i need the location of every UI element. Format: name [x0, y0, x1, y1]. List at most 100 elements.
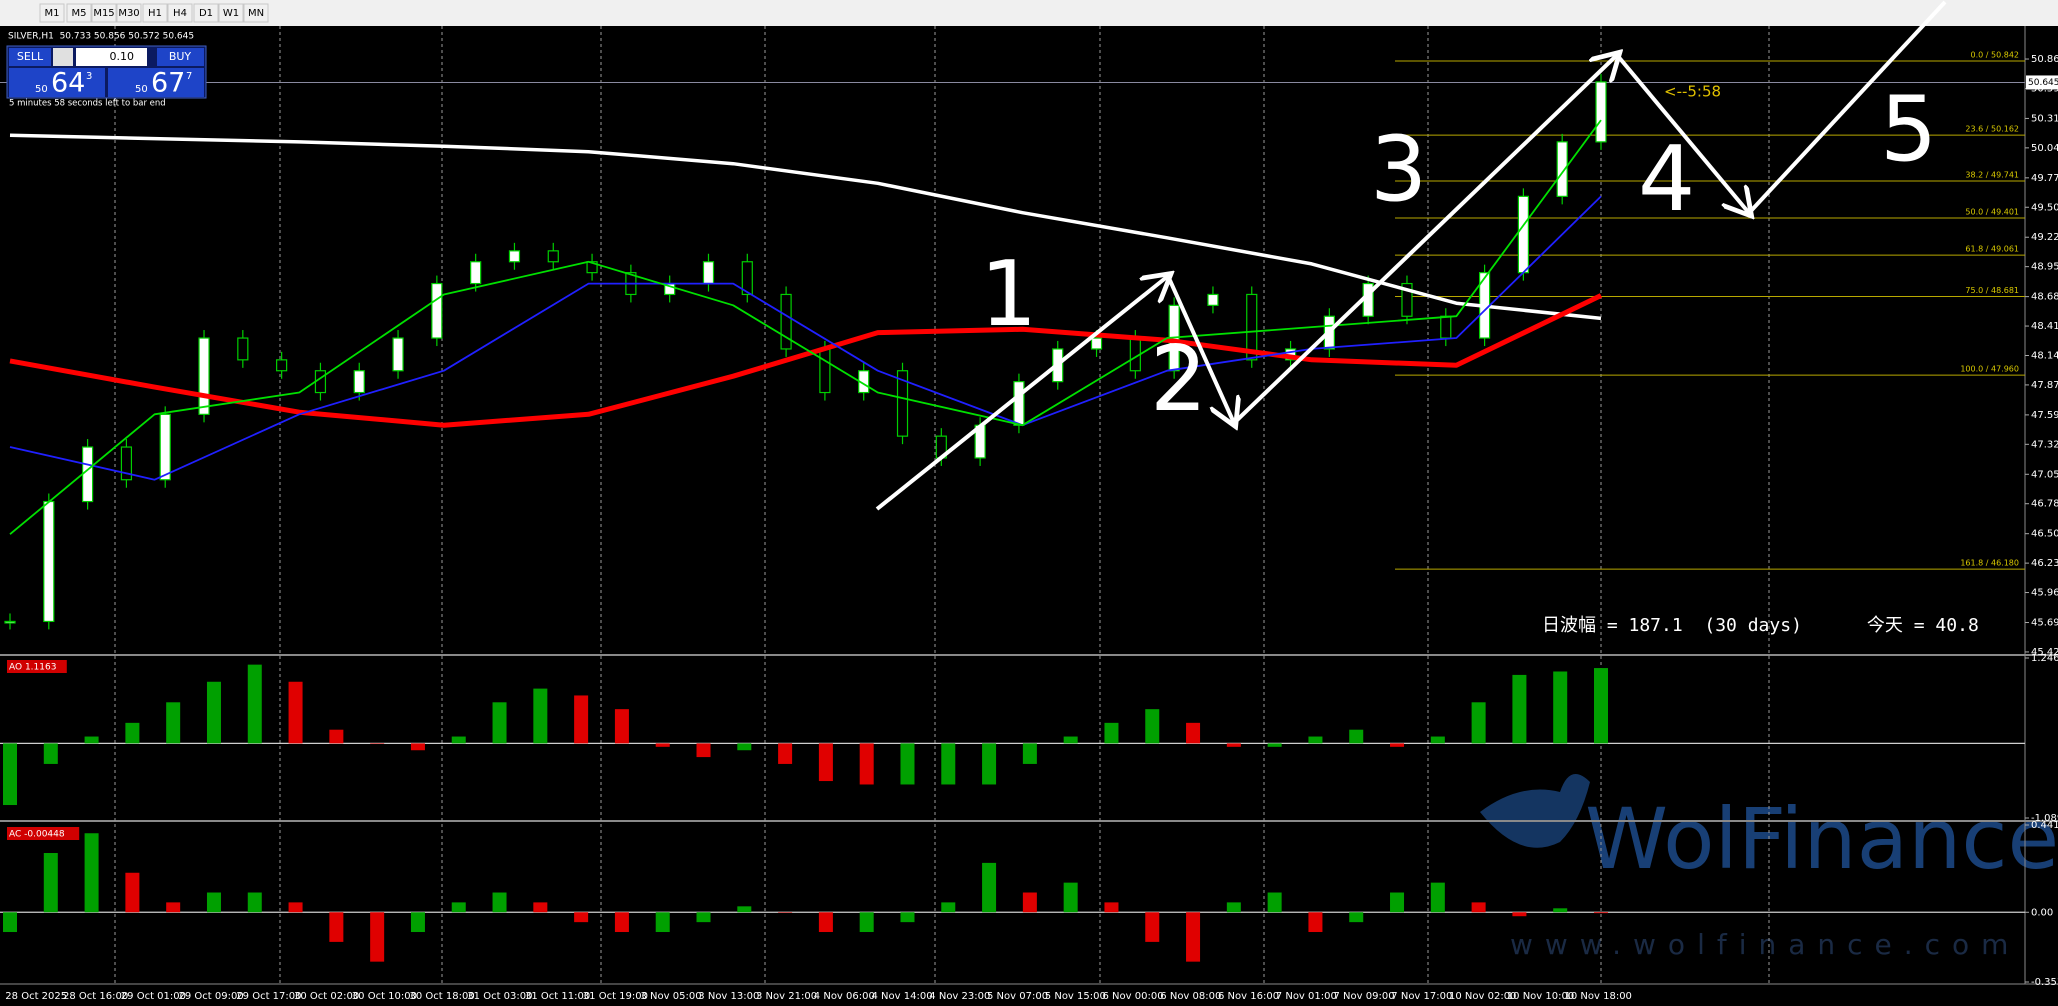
histogram-bar — [451, 736, 466, 744]
x-tick-label: 30 Oct 02:00 — [294, 991, 359, 1002]
candle — [1517, 195, 1529, 274]
histogram-bar — [125, 872, 140, 913]
bid-box[interactable] — [9, 68, 105, 97]
histogram-bar — [1104, 722, 1119, 744]
wave-arrow — [1166, 275, 1234, 423]
moving-average — [9, 293, 1603, 428]
wave-label: 3 — [1370, 117, 1427, 222]
y-tick-label: 49.225 — [2031, 232, 2058, 243]
wave-label: 4 — [1638, 127, 1695, 232]
fib-label: 0.0 / 50.842 — [1971, 50, 2020, 59]
timeframe-button[interactable] — [167, 3, 193, 23]
timeframe-button[interactable] — [66, 3, 92, 23]
x-tick-label: 30 Oct 10:00 — [352, 991, 417, 1002]
bid-sup: 3 — [86, 71, 92, 82]
watermark: WolFinance www.wolfinance.com — [1480, 774, 2058, 961]
histogram-bar — [1594, 668, 1608, 744]
x-tick-label: 3 Nov 13:00 — [698, 991, 759, 1002]
fib-label: 100.0 / 47.960 — [1960, 365, 2019, 374]
wave-arrow — [1232, 55, 1617, 425]
indicator-badge — [7, 660, 67, 673]
buy-button[interactable] — [157, 48, 204, 66]
x-tick-label: 31 Oct 19:00 — [583, 991, 648, 1002]
x-tick-label: 10 Nov 18:00 — [1565, 991, 1632, 1002]
y-tick-label: 50.045 — [2031, 143, 2058, 154]
histogram-bar — [900, 912, 915, 923]
x-tick-label: 29 Oct 17:00 — [236, 991, 301, 1002]
histogram-bar — [859, 743, 874, 785]
x-tick-label: 7 Nov 01:00 — [1276, 991, 1337, 1002]
current-price-badge — [2026, 75, 2058, 90]
histogram-bar — [370, 743, 385, 744]
lot-value: 0.10 — [110, 50, 135, 63]
histogram-bar — [1390, 743, 1405, 747]
lot-field[interactable] — [76, 48, 147, 66]
indicator-badge — [7, 827, 80, 840]
histogram-bar — [1553, 671, 1568, 744]
timeframe-button[interactable] — [193, 3, 219, 23]
histogram-bar — [410, 912, 425, 933]
histogram-bar — [696, 743, 711, 758]
candle — [4, 620, 16, 624]
timeframe-button[interactable] — [39, 3, 65, 23]
sell-label: SELL — [17, 50, 44, 63]
ask-box[interactable] — [108, 68, 204, 97]
candle — [237, 337, 249, 361]
histogram-bar — [410, 743, 425, 751]
histogram-bar — [533, 902, 548, 913]
y-tick-label: 46.505 — [2031, 529, 2058, 540]
histogram-bar — [329, 912, 344, 942]
sell-button[interactable] — [9, 48, 51, 66]
histogram-bar — [84, 736, 99, 744]
histogram-bar — [84, 833, 99, 913]
timeframe-button[interactable] — [142, 3, 168, 23]
histogram-bar — [1267, 892, 1282, 913]
histogram-bar — [492, 702, 507, 744]
x-tick-label: 6 Nov 00:00 — [1103, 991, 1164, 1002]
x-tick-label: 4 Nov 23:00 — [929, 991, 990, 1002]
histogram-bar — [574, 912, 589, 923]
candle — [431, 282, 443, 339]
x-tick-label: 7 Nov 17:00 — [1391, 991, 1452, 1002]
candle — [780, 293, 792, 350]
y-tick-label: 50.315 — [2031, 113, 2058, 124]
timeframe-button[interactable] — [218, 3, 244, 23]
histogram-bar — [1226, 902, 1241, 913]
candle — [1556, 141, 1568, 197]
y-tick-label: 46.780 — [2031, 499, 2058, 510]
histogram-bar — [1471, 902, 1486, 913]
histogram-bar — [614, 912, 629, 933]
x-tick-label: 31 Oct 11:00 — [525, 991, 590, 1002]
x-tick-label: 3 Nov 21:00 — [756, 991, 817, 1002]
timeframe-label: D1 — [199, 8, 213, 19]
x-tick-label: 28 Oct 2025 — [5, 991, 67, 1002]
y-tick-label: 47.595 — [2031, 410, 2058, 421]
timeframe-button[interactable] — [91, 3, 117, 23]
histogram-bar — [1022, 743, 1037, 764]
x-tick-label: 4 Nov 14:00 — [872, 991, 933, 1002]
candle — [314, 370, 327, 394]
histogram-bar — [655, 743, 670, 747]
y-tick-label: 45.690 — [2031, 618, 2058, 629]
histogram-bar — [818, 743, 833, 782]
bid-main: 64 — [51, 68, 85, 99]
current-price-label: 50.645 — [2028, 78, 2058, 88]
x-tick-label: 31 Oct 03:00 — [467, 991, 532, 1002]
timeframe-button[interactable] — [243, 3, 269, 23]
x-tick-label: 4 Nov 06:00 — [814, 991, 875, 1002]
histogram-bar — [166, 902, 181, 913]
y-tick-label: -1.0895 — [2031, 813, 2058, 824]
lot-dropdown[interactable] — [53, 48, 73, 66]
histogram-bar — [1104, 902, 1119, 913]
bar-timer: 5 minutes 58 seconds left to bar end — [9, 99, 166, 109]
histogram-bar — [533, 688, 548, 744]
x-tick-label: 6 Nov 08:00 — [1160, 991, 1221, 1002]
y-tick-label: 47.325 — [2031, 439, 2058, 450]
timeframe-button[interactable] — [116, 3, 142, 23]
wave-label: 1 — [980, 242, 1037, 347]
candle — [586, 261, 598, 274]
countdown: <--5:58 — [1664, 83, 1721, 101]
timeframe-label: M1 — [45, 8, 60, 19]
